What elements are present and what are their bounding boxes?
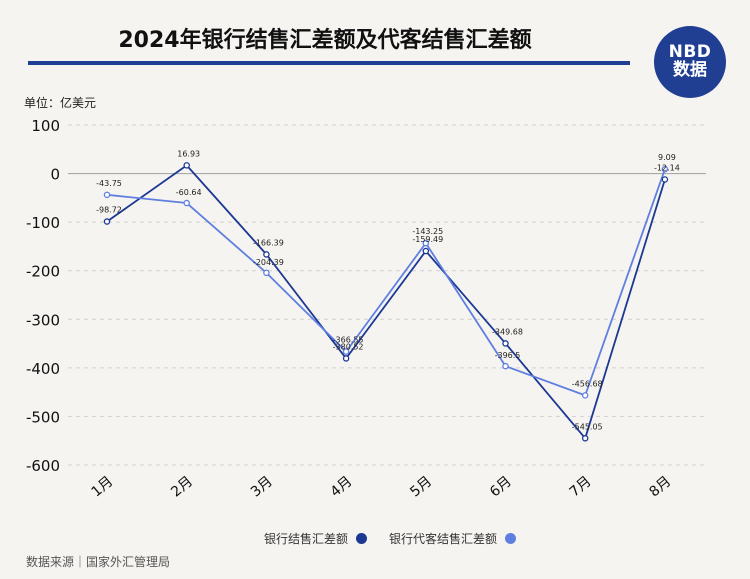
x-tick-label: 7月 — [567, 473, 595, 500]
data-point-series2 — [183, 199, 190, 207]
x-tick-label: 3月 — [248, 473, 276, 500]
legend-marker-series1 — [356, 533, 367, 544]
data-label-series1: -380.52 — [333, 342, 364, 351]
data-label-series2: 9.09 — [658, 153, 676, 162]
y-tick-label: -600 — [26, 457, 60, 475]
x-tick-label: 8月 — [646, 473, 674, 500]
data-point-series2 — [342, 348, 350, 355]
data-point-series1 — [502, 340, 509, 347]
legend-marker-series2 — [505, 533, 517, 544]
legend-label-series2: 银行代客结售汇差额 — [389, 532, 498, 546]
data-label-series1: -159.49 — [412, 235, 443, 244]
y-tick-label: 0 — [50, 166, 60, 184]
data-point-series1 — [581, 435, 589, 442]
nbd-logo: NBD 数据 — [654, 26, 726, 98]
data-label-series1: -545.05 — [572, 422, 603, 431]
data-point-series2 — [422, 239, 430, 247]
data-label-series2: -204.39 — [253, 258, 284, 267]
chart-title: 2024年银行结售汇差额及代客结售汇差额 — [118, 28, 532, 53]
y-tick-label: 100 — [31, 117, 60, 135]
data-label-series2: -43.75 — [96, 179, 122, 188]
data-label-series2: -396.5 — [495, 351, 521, 360]
y-tick-label: -300 — [26, 311, 60, 329]
y-tick-label: -200 — [26, 263, 60, 281]
data-source: 数据来源｜国家外汇管理局 — [26, 555, 171, 569]
data-point-series1 — [263, 251, 270, 258]
x-tick-label: 6月 — [487, 473, 515, 500]
series-line-2 — [106, 168, 666, 397]
data-point-series2 — [581, 392, 589, 399]
title-underline — [28, 61, 630, 65]
unit-label: 单位：亿美元 — [24, 96, 97, 110]
legend-label-series1: 银行结售汇差额 — [263, 532, 348, 546]
data-label-series1: -166.39 — [253, 238, 284, 247]
x-tick-label: 5月 — [407, 473, 435, 500]
logo-text-nbd: NBD — [668, 42, 712, 63]
y-tick-label: -400 — [26, 360, 60, 378]
data-label-series2: -366.55 — [333, 336, 364, 345]
data-point-series1 — [661, 176, 669, 183]
data-label-series2: -143.25 — [412, 227, 443, 236]
legend: 银行结售汇差额 银行代客结售汇差额 — [0, 530, 750, 547]
data-point-series1 — [342, 355, 350, 362]
data-point-series1 — [183, 162, 190, 169]
data-point-series2 — [103, 191, 111, 199]
data-point-series2 — [502, 362, 509, 370]
data-label-series2: -60.64 — [176, 188, 202, 197]
y-tick-label: -100 — [26, 214, 60, 232]
y-tick-label: -500 — [26, 408, 60, 426]
x-tick-label: 4月 — [328, 473, 356, 500]
legend-item-series1: 银行结售汇差额 — [264, 530, 367, 547]
data-label-series2: -456.68 — [572, 379, 603, 388]
legend-item-series2: 银行代客结售汇差额 — [389, 530, 517, 547]
x-tick-label: 1月 — [89, 473, 117, 500]
data-point-series1 — [422, 247, 430, 255]
data-point-series2 — [661, 165, 669, 173]
data-label-series1: 16.93 — [177, 149, 200, 158]
data-label-series1: -12.14 — [654, 163, 680, 172]
data-label-series1: -98.72 — [96, 206, 122, 215]
series-line-1 — [106, 164, 666, 440]
data-point-series1 — [103, 218, 111, 225]
x-tick-label: 2月 — [168, 473, 196, 500]
data-point-series2 — [263, 269, 270, 277]
logo-text-data: 数据 — [673, 60, 707, 80]
data-label-series1: -349.68 — [492, 327, 523, 336]
